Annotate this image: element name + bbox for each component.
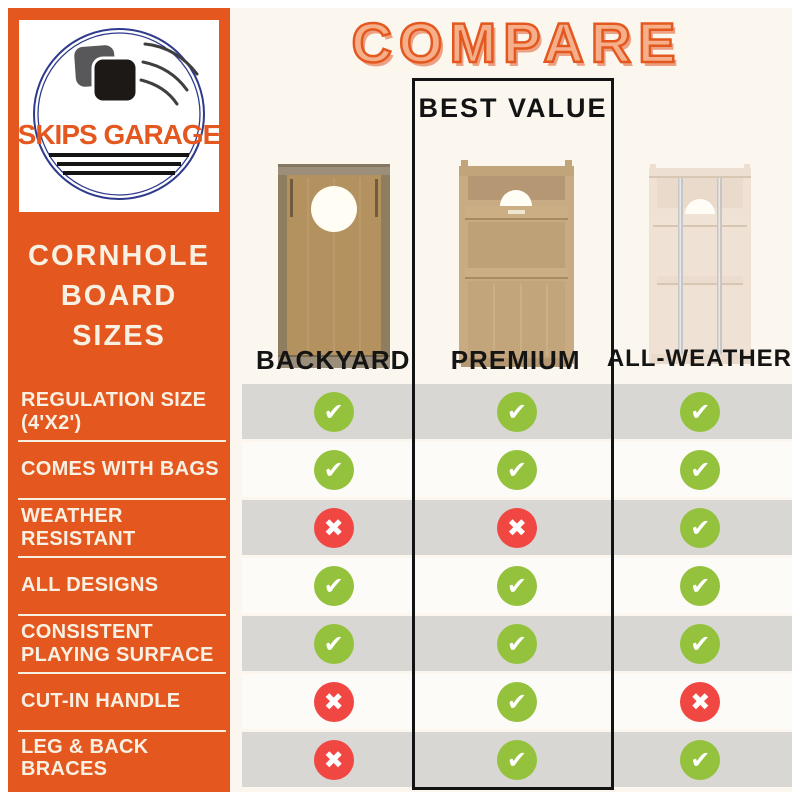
mark-surface-premium: ✔ xyxy=(496,623,537,664)
leg-rods xyxy=(678,178,723,354)
sidebar: SKIPS GARAGE CORNHOLE BOARD SIZES REGULA… xyxy=(8,8,230,792)
compare-canvas: SKIPS GARAGE CORNHOLE BOARD SIZES REGULA… xyxy=(8,8,792,792)
premium-board-image xyxy=(459,160,575,367)
feature-list: REGULATION SIZE (4'X2') COMES WITH BAGS … xyxy=(8,384,230,787)
comparison-table: ✔ ✔ ✔ ✔ ✔ ✔ ✖ ✖ ✔ ✔ ✔ ✔ xyxy=(242,384,792,790)
sidebar-title-line-2: BOARD xyxy=(60,280,178,312)
feature-label-weather-resistant: WEATHER RESISTANT xyxy=(8,500,230,558)
skips-garage-logo-icon: SKIPS GARAGE xyxy=(18,28,222,200)
feature-label-leg-back-braces: LEG & BACK BRACES xyxy=(21,735,149,780)
mark-designs-backyard: ✔ xyxy=(313,565,354,606)
underline-lines-icon xyxy=(49,153,189,175)
sidebar-title-line-3: SIZES xyxy=(72,320,166,352)
mark-designs-all-weather: ✔ xyxy=(680,565,721,606)
mark-regulation-all-weather: ✔ xyxy=(680,391,721,432)
mark-braces-backyard: ✖ xyxy=(313,739,354,780)
table-row-all-designs: ✔ ✔ ✔ xyxy=(242,558,792,613)
sidebar-title: CORNHOLE BOARD SIZES xyxy=(8,236,230,356)
mark-surface-all-weather: ✔ xyxy=(680,623,721,664)
backyard-board-image xyxy=(277,164,390,368)
mark-bags-backyard: ✔ xyxy=(313,449,354,490)
board-images-row xyxy=(242,8,792,378)
cornhole-hole xyxy=(500,190,533,206)
bag-icon-black xyxy=(91,56,139,104)
table-row-comes-with-bags: ✔ ✔ ✔ xyxy=(242,442,792,497)
page-title: COMPARE xyxy=(350,10,683,75)
mark-weather-all-weather: ✔ xyxy=(680,507,721,548)
comparison-area: COMPARE xyxy=(242,8,792,792)
cornhole-hole xyxy=(685,199,716,214)
table-row-weather-resistant: ✖ ✖ ✔ xyxy=(242,500,792,555)
feature-label-all-designs: ALL DESIGNS xyxy=(8,558,230,616)
feature-label-consistent-playing-surface: CONSISTENT PLAYING SURFACE xyxy=(8,616,230,674)
mark-bags-premium: ✔ xyxy=(496,449,537,490)
mark-braces-all-weather: ✔ xyxy=(680,739,721,780)
table-row-cut-in-handle: ✖ ✔ ✖ xyxy=(242,674,792,729)
cornhole-hole xyxy=(310,186,357,232)
brand-logo: SKIPS GARAGE xyxy=(18,20,222,212)
column-premium xyxy=(425,8,608,378)
column-all-weather xyxy=(609,8,792,378)
mark-bags-all-weather: ✔ xyxy=(680,449,721,490)
mark-regulation-backyard: ✔ xyxy=(313,391,354,432)
mark-designs-premium: ✔ xyxy=(496,565,537,606)
all-weather-board-image xyxy=(649,164,752,364)
table-row-consistent-surface: ✔ ✔ ✔ xyxy=(242,616,792,671)
mark-handle-backyard: ✖ xyxy=(313,681,354,722)
feature-label-cut-in-handle: CUT-IN HANDLE xyxy=(8,674,230,732)
mark-weather-backyard: ✖ xyxy=(313,507,354,548)
table-row-leg-back-braces: ✖ ✔ ✔ xyxy=(242,732,792,787)
table-row-regulation-size: ✔ ✔ ✔ xyxy=(242,384,792,439)
mark-weather-premium: ✖ xyxy=(496,507,537,548)
column-backyard xyxy=(242,8,425,378)
feature-label-comes-with-bags: COMES WITH BAGS xyxy=(8,442,230,500)
mark-braces-premium: ✔ xyxy=(496,739,537,780)
mark-surface-backyard: ✔ xyxy=(313,623,354,664)
mark-regulation-premium: ✔ xyxy=(496,391,537,432)
motion-swoosh-icon xyxy=(139,42,199,106)
mark-handle-all-weather: ✖ xyxy=(680,681,721,722)
brand-name: SKIPS GARAGE xyxy=(19,119,219,150)
mark-handle-premium: ✔ xyxy=(496,681,537,722)
sidebar-title-line-1: CORNHOLE xyxy=(28,240,210,272)
feature-label-regulation-size: REGULATION SIZE (4'X2') xyxy=(8,384,230,442)
